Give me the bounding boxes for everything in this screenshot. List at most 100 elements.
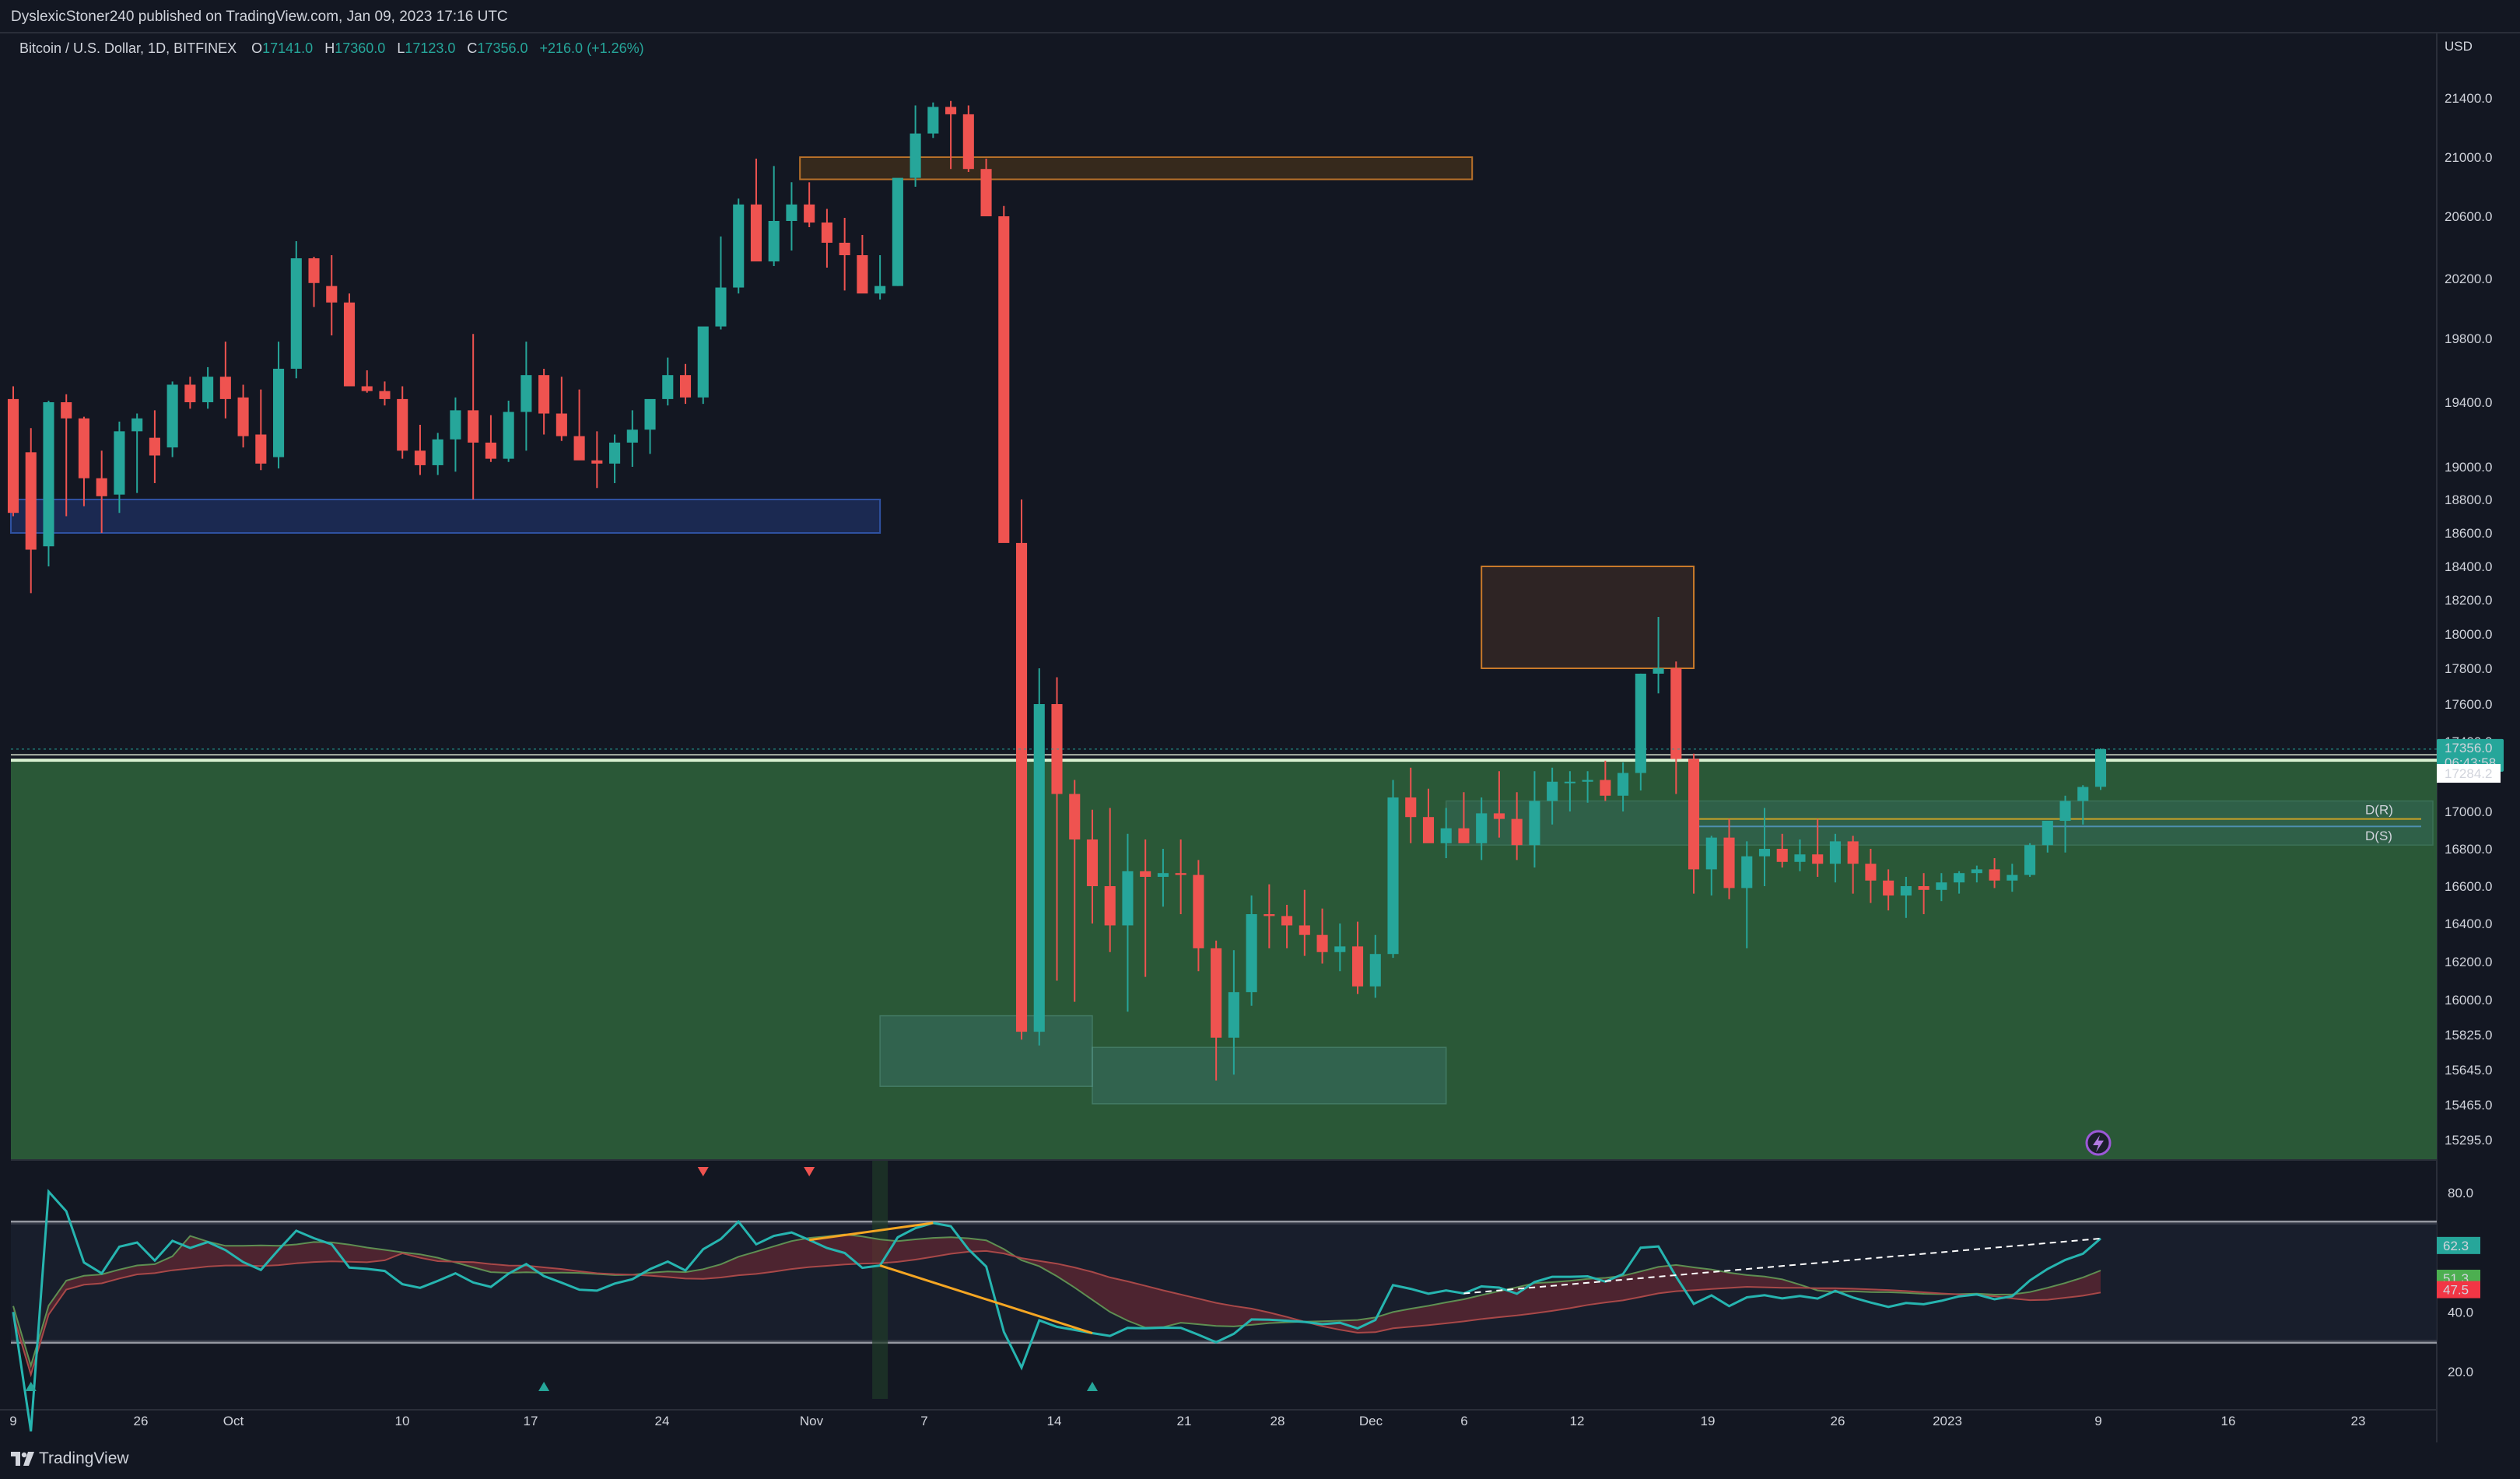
candle-body [1829, 841, 1841, 864]
candle-body [821, 223, 832, 243]
pivot-s-label: D(S) [2365, 829, 2392, 843]
candle-body [78, 418, 89, 478]
price-axis-label: 15295.0 [2445, 1133, 2492, 1148]
candle-body [1157, 873, 1169, 877]
time-axis-label: 2023 [1933, 1414, 1962, 1428]
candle-body [839, 243, 850, 255]
candle-body [468, 410, 479, 443]
candle-body [1865, 864, 1877, 881]
price-axis-label: 17800.0 [2445, 661, 2492, 676]
candle-body [25, 452, 37, 550]
price-axis-label: 17000.0 [2445, 804, 2492, 819]
price-axis-label: 19400.0 [2445, 395, 2492, 410]
candle-body [1015, 542, 1028, 1032]
candle-body [1529, 801, 1540, 846]
candle-body [662, 375, 674, 399]
candle-body [1918, 886, 1929, 890]
candle-body [1351, 946, 1364, 987]
candle-body [2094, 748, 2107, 787]
candle-body [1264, 914, 1275, 916]
candle-body [450, 410, 461, 440]
candle-body [1989, 869, 2000, 881]
fair-value-gap-box [1092, 1046, 1447, 1105]
rsi-value-label: 47.5 [2443, 1283, 2469, 1298]
candle-body [1741, 856, 1753, 888]
candle-body [1564, 781, 1575, 783]
price-axis-label: 19000.0 [2445, 460, 2492, 475]
candle-body [1122, 871, 1134, 926]
candle-body [131, 418, 143, 432]
price-axis-label: 15465.0 [2445, 1098, 2492, 1113]
candle-body [1776, 849, 1788, 862]
candle-body [1228, 992, 1239, 1038]
candle-body [1299, 925, 1310, 935]
chart-legend: Bitcoin / U.S. Dollar, 1D, BITFINEX O171… [19, 40, 644, 57]
time-axis-label: 16 [2221, 1414, 2236, 1428]
candle-body [857, 255, 868, 294]
open-value: 17141.0 [262, 40, 314, 56]
candle-body [697, 326, 709, 398]
price-axis-currency: USD [2445, 39, 2473, 54]
candle-body [962, 114, 974, 170]
candle-body [1723, 837, 1735, 888]
candle-body [219, 377, 231, 399]
low-label: L [397, 40, 405, 56]
rsi-axis-label: 80.0 [2448, 1186, 2473, 1200]
rsi-value-badge [2437, 1236, 2480, 1254]
candle-body [626, 429, 638, 443]
price-axis-label: 16600.0 [2445, 879, 2492, 894]
candle-body [184, 384, 196, 402]
candle-body [1211, 948, 1222, 1038]
candle-body [1971, 869, 1982, 874]
candle-body [1458, 828, 1470, 843]
tradingview-brand: TradingView [39, 1449, 129, 1467]
time-axis-label: 7 [920, 1414, 927, 1428]
supply-zone-dec [1481, 566, 1695, 669]
candle-body [1493, 813, 1505, 819]
candle-body [910, 133, 921, 178]
price-axis-label: 15825.0 [2445, 1028, 2492, 1043]
candle-body [1281, 916, 1293, 926]
change-value: +216.0 (+1.26%) [539, 40, 644, 56]
candle-body [202, 377, 214, 402]
candle-body [1175, 873, 1186, 875]
price-axis-label: 16000.0 [2445, 993, 2492, 1008]
candle-body [1334, 946, 1346, 952]
candle-body [343, 302, 356, 387]
candle-body [1794, 854, 1806, 862]
candle-body [750, 204, 762, 261]
time-axis-label: 17 [524, 1414, 538, 1428]
candle-body [485, 442, 496, 459]
candle-body [874, 286, 886, 294]
candle-body [1847, 841, 1859, 864]
time-axis-label: 9 [2094, 1414, 2101, 1428]
resistance-trendline [1463, 1237, 2101, 1295]
price-axis-label: 17600.0 [2445, 697, 2492, 712]
candle-body [1422, 817, 1435, 843]
rsi-ma-fast [12, 1233, 2101, 1369]
candle-body [326, 286, 338, 303]
price-axis-label: 15645.0 [2445, 1063, 2492, 1078]
candle-body [1688, 759, 1700, 870]
supply-zone-upper [799, 156, 1474, 180]
level-price-badge [2437, 764, 2501, 783]
fair-value-gap-box [879, 1015, 1093, 1087]
buy-signal-triangle [25, 1382, 37, 1391]
candle-body [1511, 818, 1523, 846]
time-axis-label: 12 [1570, 1414, 1585, 1428]
time-axis-label: 23 [2351, 1414, 2366, 1428]
candle-body [1033, 704, 1045, 1032]
last-price-value: 17356.0 [2445, 741, 2492, 755]
price-axis-label: 18600.0 [2445, 526, 2492, 541]
rsi-value-badge [2437, 1281, 2480, 1299]
price-axis-label: 16200.0 [2445, 955, 2492, 969]
publisher-info: DyslexicStoner240 published on TradingVi… [11, 9, 508, 25]
candle-body [1600, 780, 1611, 796]
buy-signal-triangle [538, 1382, 550, 1391]
candle-body [255, 434, 267, 464]
time-axis-label: 24 [655, 1414, 670, 1428]
price-axis-label: 20200.0 [2445, 272, 2492, 286]
candle-body [2042, 821, 2053, 846]
high-label: H [324, 40, 335, 56]
